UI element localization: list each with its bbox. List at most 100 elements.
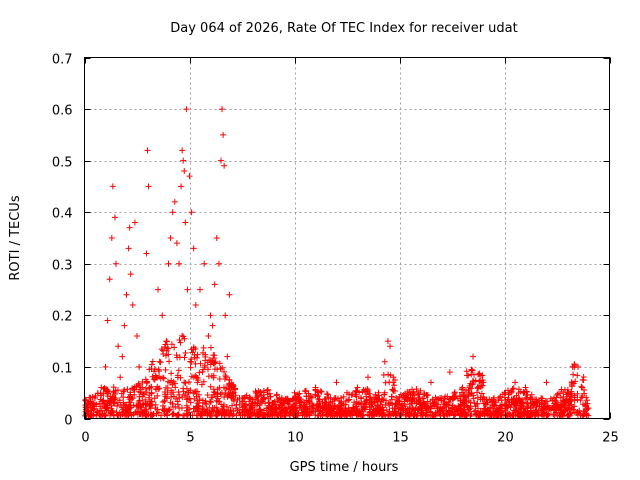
data-point <box>155 366 162 373</box>
data-point <box>100 397 107 404</box>
data-point <box>410 388 417 395</box>
data-point <box>187 358 194 365</box>
data-point <box>481 406 488 413</box>
data-point <box>187 364 194 371</box>
data-point <box>512 379 518 386</box>
data-point <box>438 394 445 401</box>
data-point <box>475 412 482 419</box>
data-point <box>182 350 189 357</box>
data-point <box>96 400 103 407</box>
data-point <box>503 412 510 419</box>
data-point <box>121 322 128 329</box>
data-point <box>484 412 491 419</box>
data-point <box>109 183 116 190</box>
data-point <box>383 406 390 413</box>
data-point <box>386 402 393 409</box>
data-point <box>216 398 223 405</box>
data-point <box>291 389 298 396</box>
data-point <box>387 399 394 406</box>
data-point <box>477 411 484 418</box>
data-point <box>120 406 127 413</box>
data-point <box>320 409 327 416</box>
data-point <box>559 412 566 419</box>
data-point <box>384 338 391 345</box>
data-point <box>173 352 180 359</box>
data-point <box>185 406 192 413</box>
data-point <box>516 403 523 410</box>
data-point <box>490 400 497 407</box>
data-point <box>260 395 267 402</box>
data-point <box>545 405 552 412</box>
data-point <box>538 399 545 406</box>
data-point <box>427 405 434 412</box>
data-point <box>202 353 209 360</box>
y-tick-label: 0 <box>64 414 72 429</box>
data-point <box>375 392 382 399</box>
data-point <box>411 392 418 399</box>
data-point <box>477 378 484 385</box>
data-point <box>185 396 192 403</box>
data-point <box>324 391 331 398</box>
data-point <box>513 406 520 413</box>
data-point <box>194 397 201 404</box>
data-point <box>155 286 161 293</box>
data-point <box>182 380 189 387</box>
data-point <box>194 351 201 358</box>
data-point <box>184 389 191 396</box>
data-point <box>213 235 220 241</box>
data-point <box>230 408 237 415</box>
data-point <box>551 404 558 411</box>
data-point <box>123 291 130 298</box>
data-point <box>140 391 147 398</box>
data-point <box>151 395 158 402</box>
data-point <box>168 370 175 377</box>
data-point <box>278 396 285 403</box>
data-point <box>312 392 319 399</box>
data-point <box>169 381 176 388</box>
data-point <box>104 317 111 324</box>
data-point <box>254 400 261 407</box>
data-point <box>183 411 190 418</box>
data-point <box>148 383 155 390</box>
data-point <box>214 390 221 397</box>
data-point <box>207 357 214 364</box>
x-tick-label: 25 <box>602 431 619 446</box>
data-point <box>345 406 352 413</box>
data-point <box>300 410 307 417</box>
data-point <box>336 397 343 404</box>
data-point <box>237 412 244 419</box>
data-point <box>230 389 237 396</box>
data-point <box>541 412 548 419</box>
data-point <box>442 401 449 408</box>
data-point <box>315 395 322 402</box>
data-point <box>512 407 519 414</box>
data-point <box>498 405 505 412</box>
data-point <box>187 399 194 406</box>
data-point <box>523 400 530 407</box>
data-point <box>129 302 136 309</box>
data-point <box>200 344 207 351</box>
data-point <box>468 385 475 392</box>
data-point <box>184 286 191 293</box>
data-point <box>574 372 581 379</box>
data-point <box>132 409 139 416</box>
data-point <box>127 402 134 409</box>
data-point <box>216 360 223 367</box>
data-point <box>246 398 253 405</box>
data-point <box>221 162 228 169</box>
data-point <box>478 390 485 397</box>
data-point <box>247 395 254 402</box>
data-point <box>358 408 365 415</box>
data-point <box>583 406 590 413</box>
data-point <box>135 399 142 406</box>
y-tick-label: 0.5 <box>52 156 73 171</box>
data-point <box>227 389 234 396</box>
data-point <box>473 389 480 396</box>
data-point <box>409 397 416 404</box>
data-point <box>159 402 166 409</box>
data-point <box>221 368 228 375</box>
x-tick-label: 0 <box>81 431 89 446</box>
data-point <box>169 209 176 216</box>
data-point <box>322 404 329 411</box>
data-point <box>370 411 377 418</box>
